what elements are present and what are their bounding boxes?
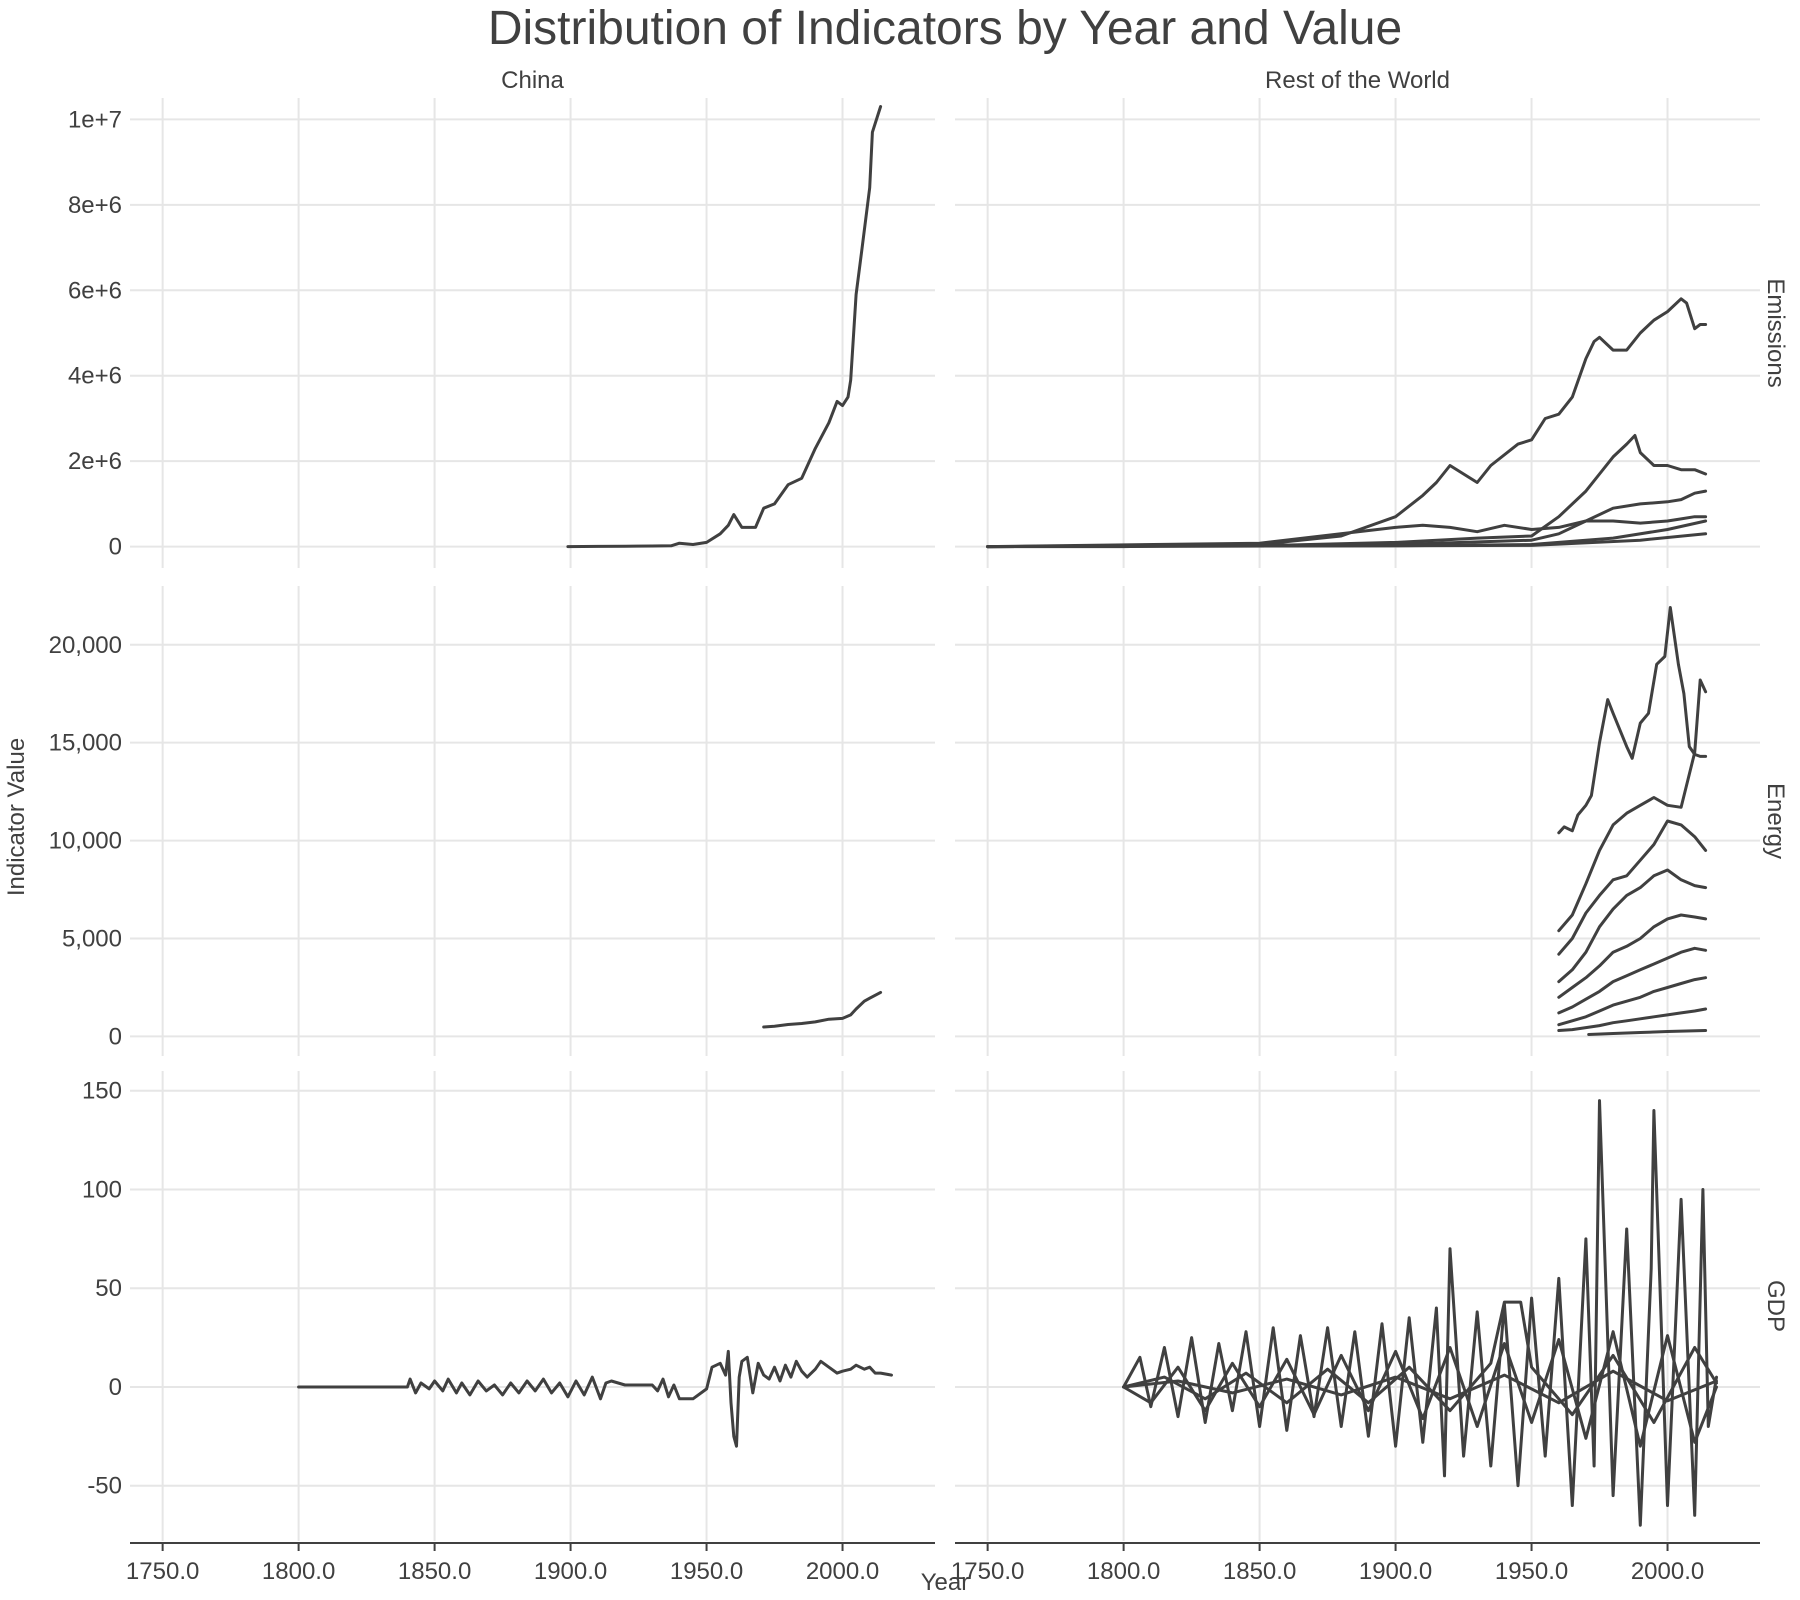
panel-rest-of-the-world-gdp	[955, 1071, 1760, 1541]
strip-label-china: China	[501, 67, 564, 94]
chart-title: Distribution of Indicators by Year and V…	[488, 2, 1402, 55]
panel-rest-of-the-world-energy	[955, 586, 1760, 1056]
strip-label-energy: Energy	[1762, 783, 1789, 859]
series-line	[1557, 976, 1708, 1027]
series-line	[986, 489, 1708, 549]
y-tick-label: 8e+6	[68, 192, 122, 219]
x-tick-label: 1950.0	[670, 1558, 743, 1585]
strip-label-gdp: GDP	[1762, 1280, 1789, 1332]
series-line	[986, 515, 1708, 549]
series-line	[1557, 913, 1708, 999]
panel-rest-of-the-world-emissions	[955, 98, 1760, 568]
x-tick-label: 1900.0	[534, 1558, 607, 1585]
strip-label-rest-of-the-world: Rest of the World	[1265, 67, 1450, 94]
y-tick-label: 50	[95, 1275, 122, 1302]
facet-panels: China Rest of the World Emissions Energy GDP…	[49, 67, 1789, 1585]
series-line	[1557, 678, 1708, 933]
x-tick-label: 1750.0	[951, 1558, 1024, 1585]
panel-china-energy	[130, 586, 935, 1056]
x-tick-label: 1900.0	[1359, 1558, 1432, 1585]
y-tick-label: 0	[109, 1023, 122, 1050]
strip-label-emissions: Emissions	[1762, 278, 1789, 387]
y-tick-label: 2e+6	[68, 448, 122, 475]
series-line	[1122, 1300, 1718, 1424]
y-axis-title: Indicator Value	[3, 738, 30, 896]
series-line	[986, 434, 1708, 549]
series-line	[1557, 1007, 1708, 1032]
y-tick-label: 1e+7	[68, 106, 122, 133]
x-tick-label: 1850.0	[398, 1558, 471, 1585]
series-line	[1557, 946, 1708, 1015]
series-line	[297, 1349, 893, 1448]
x-tick-label: 2000.0	[806, 1558, 879, 1585]
x-tick-label: 1950.0	[1495, 1558, 1568, 1585]
x-tick-label: 1850.0	[1223, 1558, 1296, 1585]
series-line	[1587, 1029, 1708, 1036]
y-tick-label: 15,000	[49, 730, 122, 757]
series-line	[1122, 1369, 1718, 1405]
series-line	[1557, 868, 1708, 984]
y-tick-label: 150	[82, 1078, 122, 1105]
x-tick-label: 1800.0	[262, 1558, 335, 1585]
x-tick-label: 1800.0	[1087, 1558, 1160, 1585]
panel-china-emissions	[130, 98, 935, 568]
y-tick-label: 6e+6	[68, 277, 122, 304]
series-line	[566, 105, 883, 549]
x-tick-label: 2000.0	[1631, 1558, 1704, 1585]
series-line	[1557, 606, 1708, 835]
series-line	[1122, 1099, 1718, 1527]
series-line	[762, 990, 883, 1029]
y-tick-label: 0	[109, 1374, 122, 1401]
x-axis-title: Year	[921, 1569, 970, 1596]
y-tick-label: 5,000	[62, 926, 122, 953]
series-line	[986, 532, 1708, 549]
series-line	[1557, 819, 1708, 956]
series-line	[986, 297, 1708, 549]
panel-china-gdp	[130, 1071, 935, 1541]
y-tick-label: -50	[87, 1473, 122, 1500]
y-tick-label: 0	[109, 534, 122, 561]
x-tick-label: 1750.0	[126, 1558, 199, 1585]
y-tick-label: 20,000	[49, 632, 122, 659]
y-tick-label: 10,000	[49, 828, 122, 855]
y-tick-label: 100	[82, 1176, 122, 1203]
y-tick-label: 4e+6	[68, 363, 122, 390]
